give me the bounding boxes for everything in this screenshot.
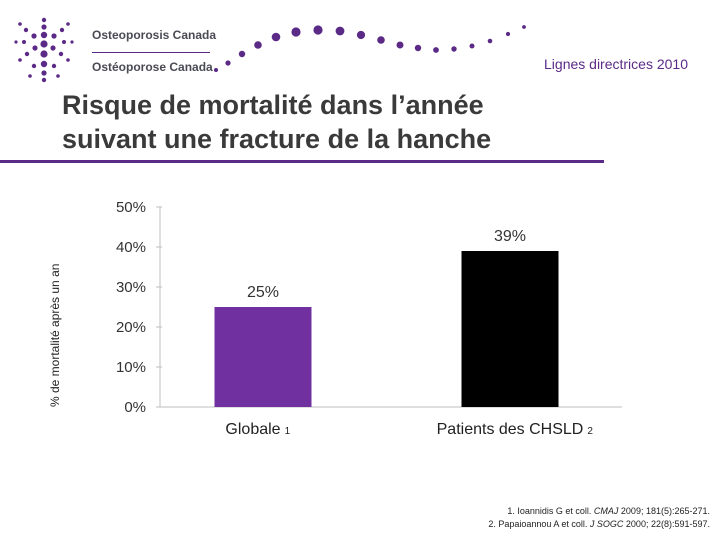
y-tick-label: 30% [116, 279, 146, 296]
bar-value-label-1: 25% [247, 284, 279, 301]
org-name-en: Osteoporosis Canada [92, 28, 217, 42]
category-label-2: Patients des CHSLD [437, 421, 584, 438]
y-tick-label: 50% [116, 199, 146, 216]
category-label-1: Globale [225, 421, 280, 438]
slide-title-line2: suivant une fracture de la hanche [62, 124, 492, 154]
guidelines-subtitle: Lignes directrices 2010 [544, 56, 688, 72]
y-tick-label: 20% [116, 319, 146, 336]
reference-1: 1. Ioannidis G et coll. CMAJ 2009; 181(5… [488, 505, 710, 518]
slide-title-line1: Risque de mortalité dans l’année [62, 90, 484, 120]
y-tick-label: 40% [116, 239, 146, 256]
category-ref-2: 2 [587, 426, 593, 437]
bar-2 [461, 251, 559, 407]
reference-2-journal: J SOGC [589, 519, 624, 529]
org-name-fr: Ostéoporose Canada [92, 60, 213, 74]
slide-title: Risque de mortalité dans l’année suivant… [62, 88, 491, 156]
reference-2-prefix: 2. Papaioannou A et coll. [488, 519, 590, 529]
org-divider [92, 52, 210, 53]
y-tick-label: 0% [124, 399, 146, 416]
bar-1 [214, 307, 312, 407]
references: 1. Ioannidis G et coll. CMAJ 2009; 181(5… [488, 505, 710, 531]
decorative-dot-wave [214, 25, 526, 72]
title-underline [0, 160, 604, 163]
reference-2-suffix: 2000; 22(8):591-597. [623, 519, 710, 529]
y-tick-label: 10% [116, 359, 146, 376]
reference-2: 2. Papaioannou A et coll. J SOGC 2000; 2… [488, 518, 710, 531]
osteoporosis-canada-logo [14, 17, 74, 83]
reference-1-prefix: 1. Ioannidis G et coll. [507, 506, 594, 516]
reference-1-journal: CMAJ [593, 506, 619, 516]
reference-1-suffix: 2009; 181(5):265-271. [618, 506, 710, 516]
bar-value-label-2: 39% [494, 228, 526, 245]
category-ref-1: 1 [285, 426, 291, 437]
